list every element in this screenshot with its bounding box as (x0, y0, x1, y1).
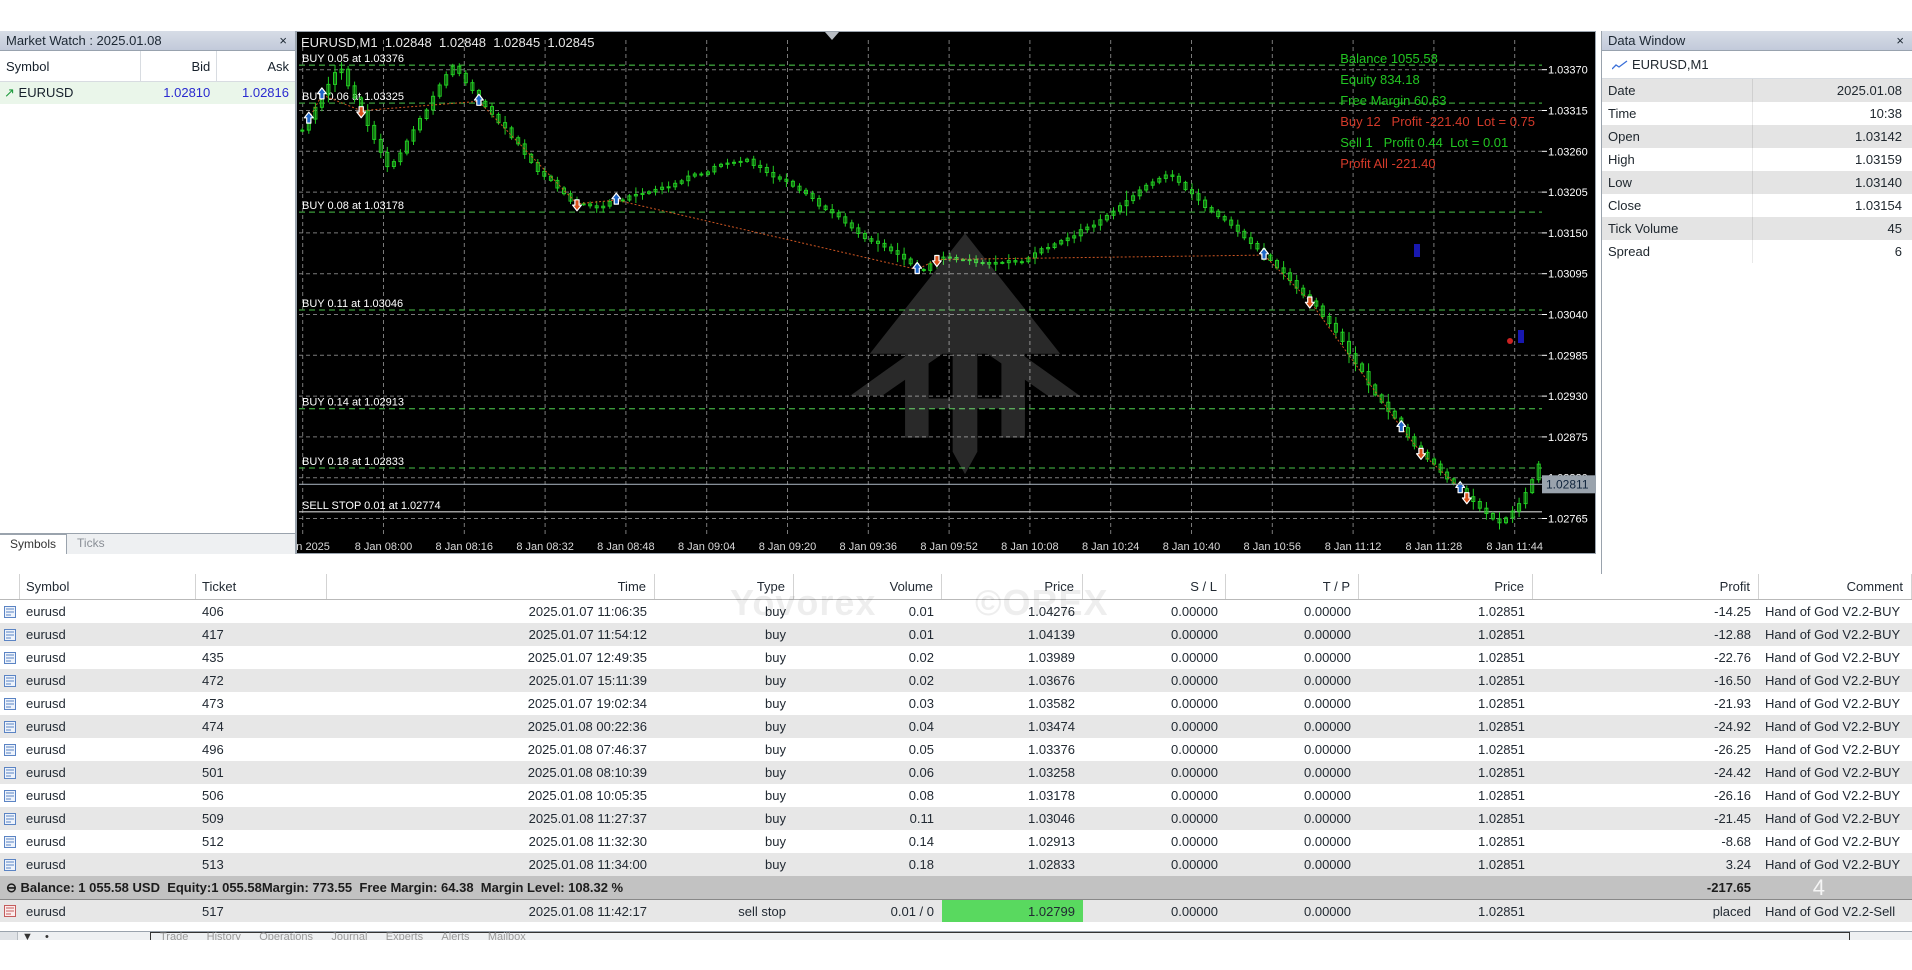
svg-text:8 Jan 10:40: 8 Jan 10:40 (1163, 541, 1221, 553)
svg-text:1.03370: 1.03370 (1548, 65, 1588, 77)
svg-text:8 Jan 09:20: 8 Jan 09:20 (759, 541, 817, 553)
svg-text:8 Jan 09:36: 8 Jan 09:36 (840, 541, 898, 553)
svg-text:BUY 0.05 at 1.03376: BUY 0.05 at 1.03376 (302, 53, 404, 65)
svg-text:8 Jan 08:48: 8 Jan 08:48 (597, 541, 655, 553)
svg-text:8 Jan 09:52: 8 Jan 09:52 (920, 541, 978, 553)
svg-text:1.03315: 1.03315 (1548, 106, 1588, 118)
svg-text:8 Jan 08:16: 8 Jan 08:16 (436, 541, 494, 553)
svg-text:8 Jan 08:32: 8 Jan 08:32 (516, 541, 574, 553)
svg-text:1.03260: 1.03260 (1548, 146, 1588, 158)
svg-text:8 Jan 11:28: 8 Jan 11:28 (1406, 541, 1463, 553)
svg-text:1.02811: 1.02811 (1546, 477, 1589, 491)
svg-text:1.02875: 1.02875 (1548, 432, 1588, 444)
svg-text:1.02985: 1.02985 (1548, 350, 1588, 362)
svg-text:1.03040: 1.03040 (1548, 310, 1588, 322)
svg-text:8 Jan 11:44: 8 Jan 11:44 (1486, 541, 1543, 553)
svg-text:BUY 0.08 at 1.03178: BUY 0.08 at 1.03178 (302, 200, 404, 212)
svg-text:1.03095: 1.03095 (1548, 269, 1588, 281)
svg-text:1.02930: 1.02930 (1548, 391, 1588, 403)
svg-text:1.03205: 1.03205 (1548, 187, 1588, 199)
svg-text:1.03150: 1.03150 (1548, 228, 1588, 240)
svg-text:8 Jan 2025: 8 Jan 2025 (297, 541, 330, 553)
svg-text:1.02765: 1.02765 (1548, 514, 1588, 526)
svg-text:8 Jan 10:08: 8 Jan 10:08 (1001, 541, 1059, 553)
svg-text:8 Jan 11:12: 8 Jan 11:12 (1325, 541, 1382, 553)
svg-text:8 Jan 10:56: 8 Jan 10:56 (1244, 541, 1302, 553)
svg-text:BUY 0.11 at 1.03046: BUY 0.11 at 1.03046 (302, 298, 403, 310)
svg-text:8 Jan 08:00: 8 Jan 08:00 (355, 541, 413, 553)
svg-text:SELL STOP 0.01 at 1.02774: SELL STOP 0.01 at 1.02774 (302, 500, 441, 512)
svg-text:8 Jan 10:24: 8 Jan 10:24 (1082, 541, 1140, 553)
svg-text:BUY 0.14 at 1.02913: BUY 0.14 at 1.02913 (302, 397, 404, 409)
svg-text:8 Jan 09:04: 8 Jan 09:04 (678, 541, 736, 553)
svg-text:BUY 0.18 at 1.02833: BUY 0.18 at 1.02833 (302, 456, 404, 468)
